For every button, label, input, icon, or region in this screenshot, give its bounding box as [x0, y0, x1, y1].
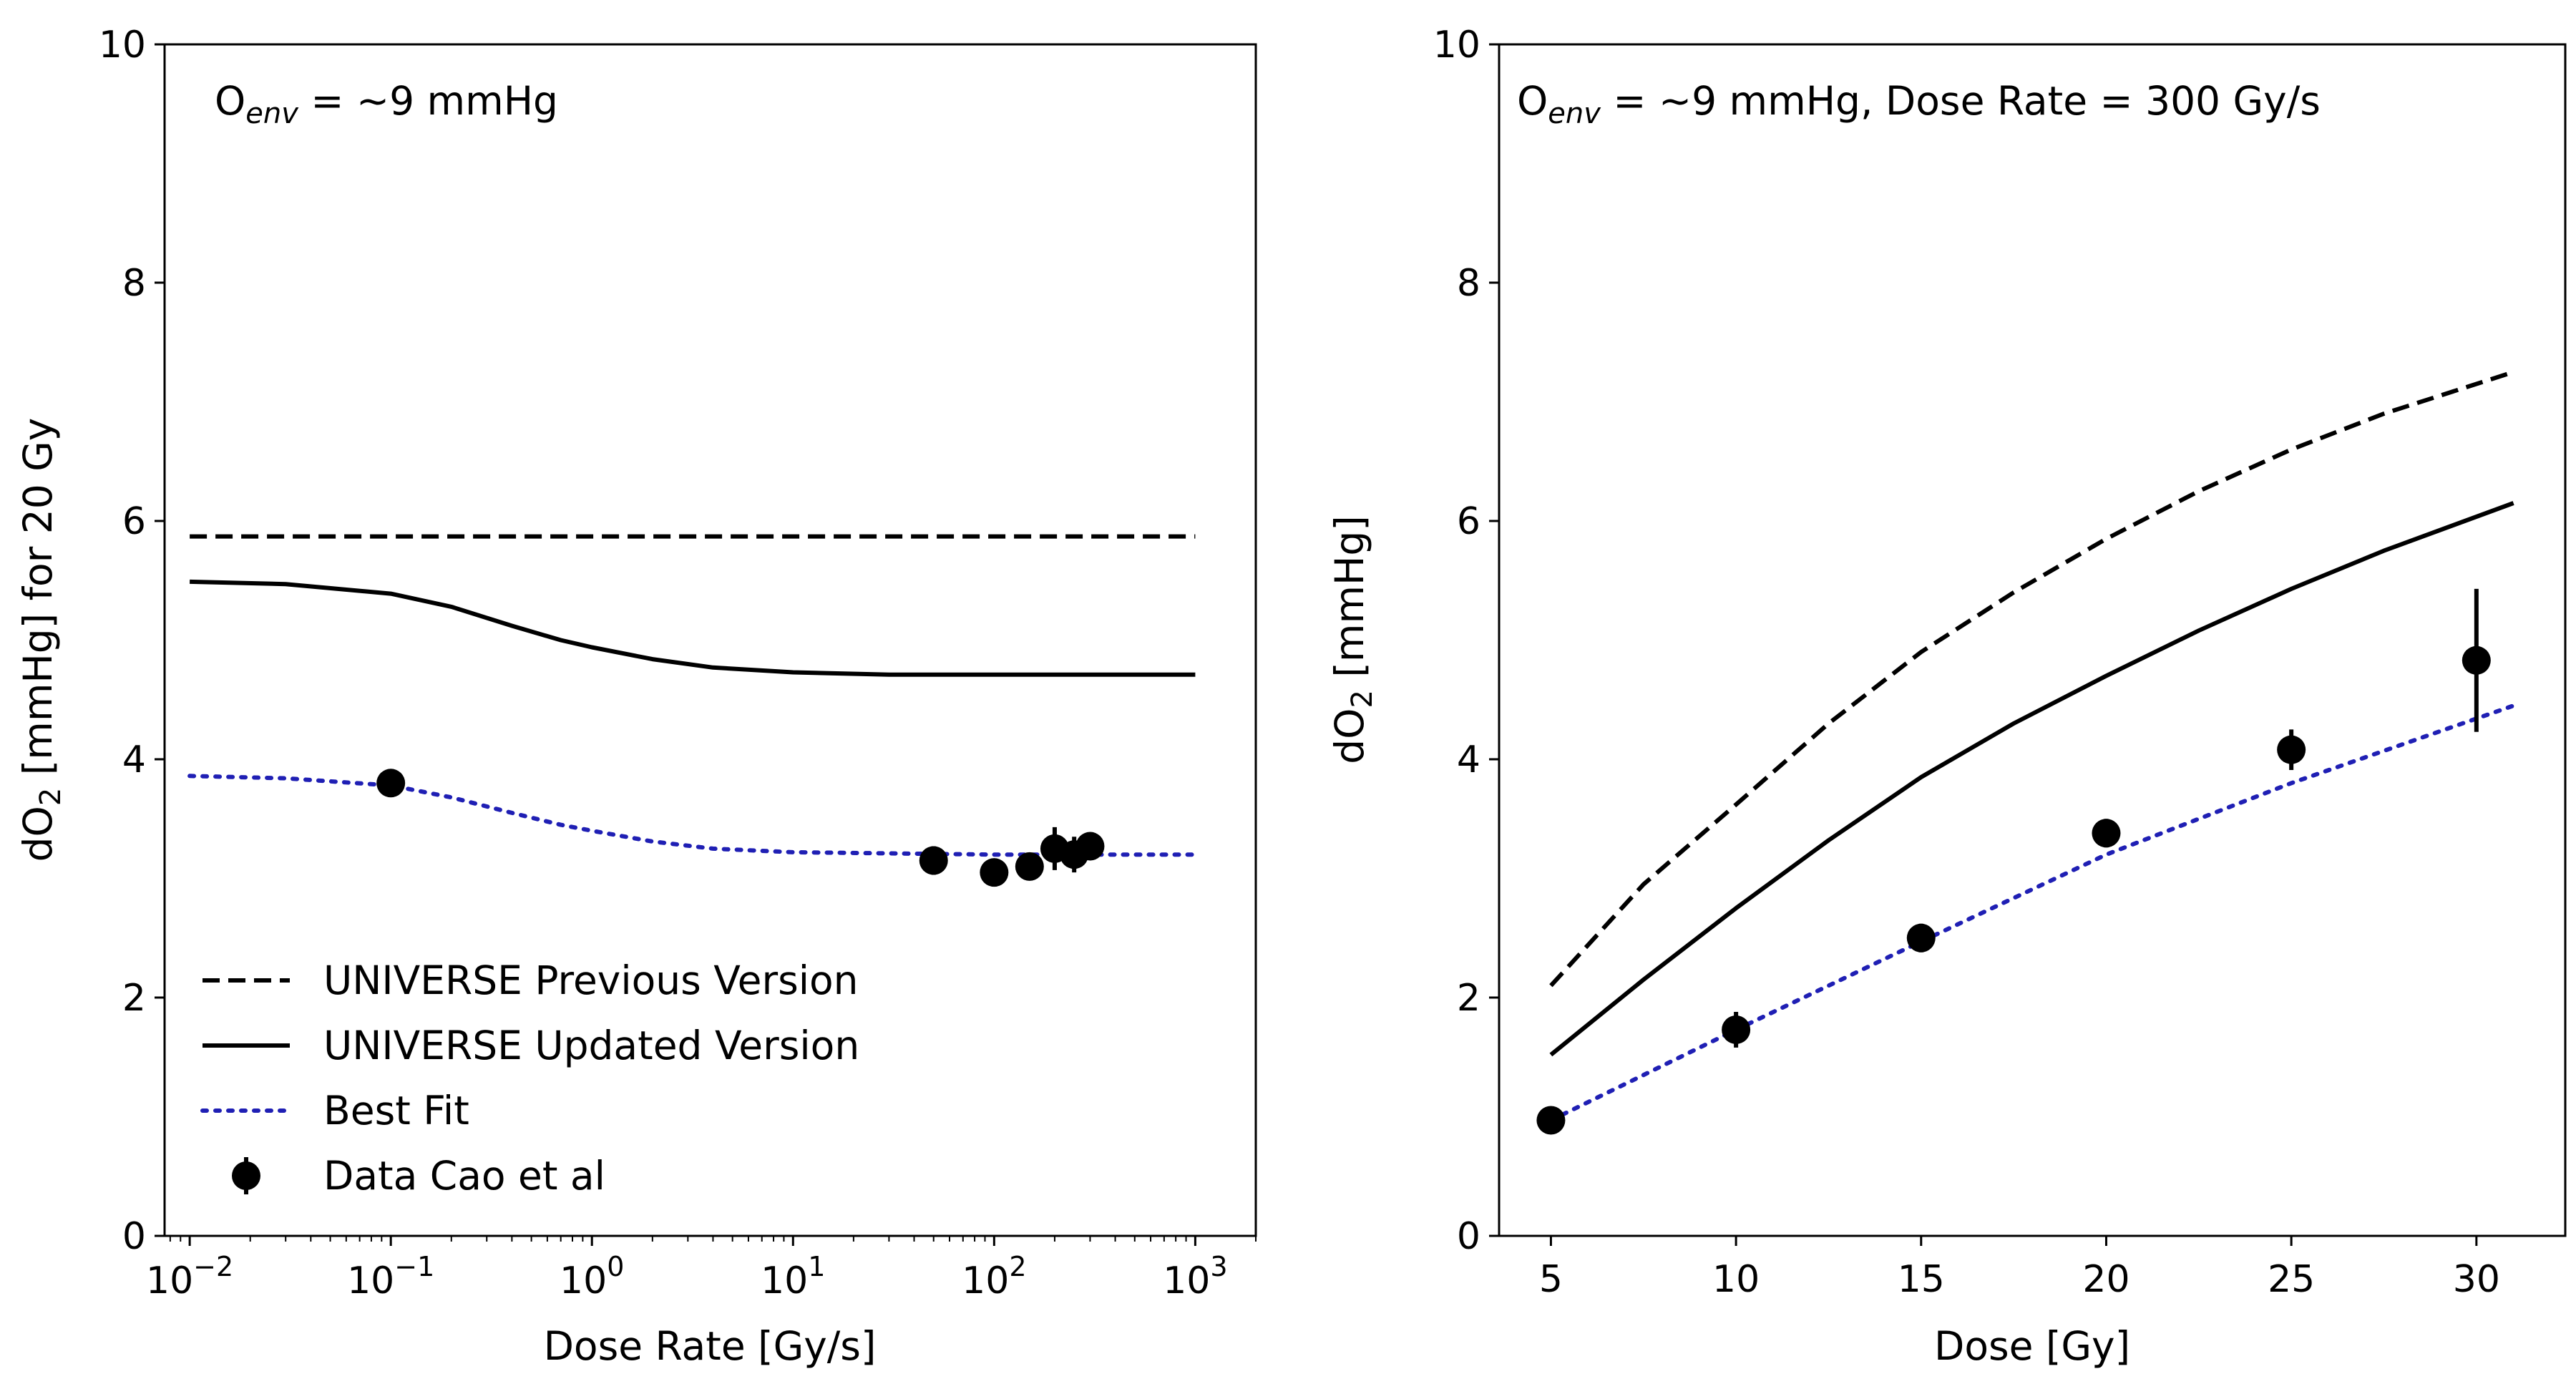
series-line-universe-updated-version: [1549, 501, 2514, 1057]
y-axis-label: dO2 [mmHg] for 20 Gy: [15, 418, 67, 862]
data-point: [919, 846, 948, 875]
data-point: [2462, 645, 2491, 675]
y-tick-label: 6: [1457, 500, 1480, 543]
y-tick-label: 0: [1457, 1215, 1480, 1258]
annotation-text: Oenv = ~9 mmHg, Dose Rate = 300 Gy/s: [1517, 78, 2321, 130]
x-axis-label: Dose Rate [Gy/s]: [544, 1323, 877, 1369]
x-tick-label: 15: [1898, 1258, 1945, 1301]
data-points: [376, 769, 1105, 887]
x-tick-label: 25: [2268, 1258, 2315, 1301]
legend-label-data: Data Cao et al: [323, 1153, 605, 1199]
y-tick-label: 6: [122, 500, 146, 543]
series-lines: [187, 534, 1198, 857]
y-tick-label: 10: [1433, 24, 1480, 67]
x-tick-label: 10−2: [146, 1251, 233, 1302]
data-point: [1075, 832, 1105, 861]
y-tick-label: 2: [1457, 977, 1480, 1020]
data-point: [1906, 923, 1936, 952]
y-tick-label: 2: [122, 977, 146, 1020]
y-ticks: 0 2 4 6 8 10: [99, 24, 165, 1258]
x-tick-label: 10−1: [347, 1251, 434, 1302]
data-point: [1536, 1106, 1566, 1135]
x-ticks: 10−2 10−1 100 101 102 103: [146, 1236, 1257, 1302]
y-tick-label: 4: [1457, 739, 1480, 781]
x-tick-label: 5: [1539, 1258, 1563, 1301]
legend-label-best-fit: Best Fit: [323, 1088, 469, 1134]
y-tick-label: 8: [122, 262, 146, 305]
legend-label-updated: UNIVERSE Updated Version: [323, 1023, 859, 1068]
series-lines: [1548, 370, 2516, 1123]
series-line-universe-previous-version: [1549, 370, 2514, 988]
data-points: [1536, 588, 2491, 1135]
x-tick-label: 101: [761, 1251, 825, 1302]
x-tick-label: 10: [1712, 1258, 1760, 1301]
y-tick-label: 10: [99, 24, 146, 67]
legend-label-previous: UNIVERSE Previous Version: [323, 957, 859, 1003]
data-point: [980, 858, 1009, 887]
y-tick-label: 8: [1457, 262, 1480, 305]
x-tick-label: 30: [2453, 1258, 2500, 1301]
x-tick-label: 103: [1163, 1251, 1227, 1302]
series-line-universe-updated-version: [190, 579, 1196, 677]
plot-area-frame: [163, 43, 1257, 1237]
y-axis-label: dO2 [mmHg]: [1327, 515, 1379, 764]
y-ticks: 0 2 4 6 8 10: [1433, 24, 1499, 1258]
legend: UNIVERSE Previous Version UNIVERSE Updat…: [200, 957, 859, 1199]
legend-handle-data-marker: [232, 1161, 260, 1190]
y-tick-label: 0: [122, 1215, 146, 1258]
data-point: [2277, 735, 2306, 764]
series-line-best-fit: [1548, 703, 2516, 1123]
data-point: [1015, 852, 1044, 881]
x-tick-label: 20: [2082, 1258, 2129, 1301]
plot-area-frame: [1498, 43, 2567, 1237]
dose-panel: 0 2 4 6 8 10 5 10 15 20 25 30 Oenv = ~9 mmHg, Dose…: [1327, 24, 2567, 1369]
x-axis-label: Dose [Gy]: [1934, 1323, 2130, 1369]
y-tick-label: 4: [122, 739, 146, 781]
x-tick-label: 100: [560, 1251, 624, 1302]
data-point: [1722, 1015, 1751, 1044]
data-point: [2092, 819, 2121, 848]
dose-rate-panel: 0 2 4 6 8 10 10−2 10−1 100 101 102 103 Oenv = ~9 m…: [15, 24, 1257, 1369]
x-ticks: 5 10 15 20 25 30: [1539, 1236, 2500, 1301]
data-point: [376, 769, 406, 798]
x-tick-label: 102: [962, 1251, 1026, 1302]
annotation-text: Oenv = ~9 mmHg: [215, 78, 558, 130]
